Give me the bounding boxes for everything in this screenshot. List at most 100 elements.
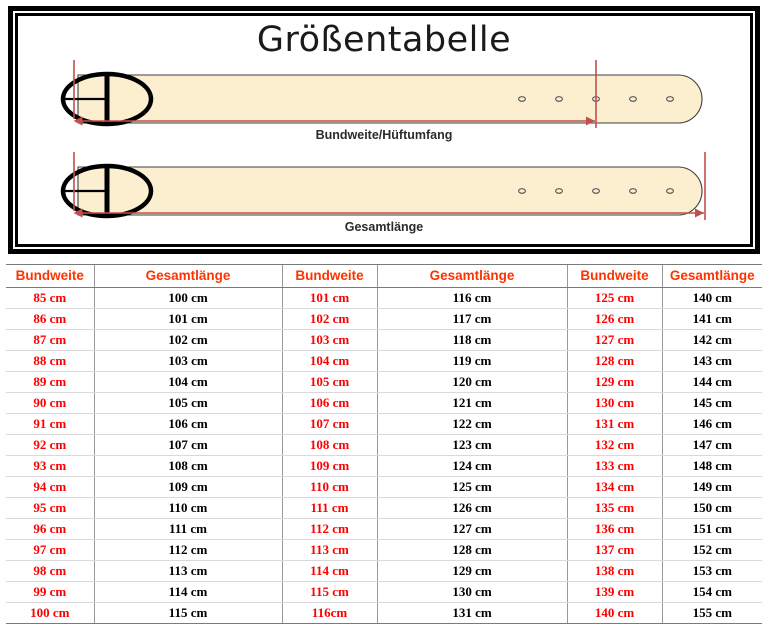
column-header-gesamtlaenge-3: Gesamtlänge [661,264,762,288]
cell-bundweite: 95 cm [6,497,94,519]
table-row: 99 cm 114 cm 115 cm 130 cm 139 cm 154 cm [6,581,762,603]
cell-gesamtlaenge: 148 cm [661,455,762,477]
belt-hole [555,96,563,102]
cell-bundweite: 133 cm [566,455,662,477]
cell-gesamtlaenge: 111 cm [93,518,282,540]
cell-bundweite: 104 cm [281,350,377,372]
cell-gesamtlaenge: 114 cm [93,581,282,603]
cell-gesamtlaenge: 150 cm [661,497,762,519]
table-body: 85 cm 100 cm 101 cm 116 cm 125 cm 140 cm 86 cm… [6,287,762,624]
cell-gesamtlaenge: 149 cm [661,476,762,498]
cell-gesamtlaenge: 155 cm [661,602,762,624]
table-row: 97 cm 112 cm 113 cm 128 cm 137 cm 152 cm [6,539,762,561]
table-row: 100 cm 115 cm 116cm 131 cm 140 cm 155 cm [6,602,762,624]
diagram-frame: Größentabelle [8,6,760,254]
cell-bundweite: 110 cm [281,476,377,498]
cell-gesamtlaenge: 109 cm [93,476,282,498]
table-row: 91 cm 106 cm 107 cm 122 cm 131 cm 146 cm [6,413,762,435]
caption-bundweite-huftumfang: Bundweite/Hüftumfang [315,128,453,142]
cell-bundweite: 90 cm [6,392,94,414]
cell-bundweite: 131 cm [566,413,662,435]
belt-hole [629,96,637,102]
cell-bundweite: 111 cm [281,497,377,519]
cell-gesamtlaenge: 113 cm [93,560,282,582]
cell-bundweite: 129 cm [566,371,662,393]
cell-bundweite: 99 cm [6,581,94,603]
cell-bundweite: 97 cm [6,539,94,561]
cell-gesamtlaenge: 146 cm [661,413,762,435]
cell-gesamtlaenge: 119 cm [376,350,567,372]
cell-gesamtlaenge: 100 cm [93,287,282,309]
cell-bundweite: 115 cm [281,581,377,603]
column-header-gesamtlaenge-1: Gesamtlänge [93,264,282,288]
page-title: Größentabelle [256,20,512,60]
cell-gesamtlaenge: 127 cm [376,518,567,540]
cell-gesamtlaenge: 152 cm [661,539,762,561]
cell-bundweite: 102 cm [281,308,377,330]
cell-bundweite: 134 cm [566,476,662,498]
column-header-bundweite-1: Bundweite [6,264,94,288]
cell-gesamtlaenge: 106 cm [93,413,282,435]
cell-bundweite: 103 cm [281,329,377,351]
cell-bundweite: 138 cm [566,560,662,582]
table-row: 92 cm 107 cm 108 cm 123 cm 132 cm 147 cm [6,434,762,456]
table-row: 87 cm 102 cm 103 cm 118 cm 127 cm 142 cm [6,329,762,351]
cell-gesamtlaenge: 151 cm [661,518,762,540]
cell-gesamtlaenge: 124 cm [376,455,567,477]
cell-gesamtlaenge: 122 cm [376,413,567,435]
cell-gesamtlaenge: 118 cm [376,329,567,351]
column-header-bundweite-3: Bundweite [566,264,662,288]
cell-bundweite: 116cm [281,602,377,624]
cell-gesamtlaenge: 108 cm [93,455,282,477]
column-header-bundweite-2: Bundweite [281,264,377,288]
cell-bundweite: 106 cm [281,392,377,414]
cell-bundweite: 137 cm [566,539,662,561]
table-row: 85 cm 100 cm 101 cm 116 cm 125 cm 140 cm [6,287,762,309]
belt-hole [518,188,526,194]
cell-gesamtlaenge: 120 cm [376,371,567,393]
belt-diagram-svg [60,60,706,220]
cell-gesamtlaenge: 116 cm [376,287,567,309]
cell-bundweite: 91 cm [6,413,94,435]
cell-gesamtlaenge: 121 cm [376,392,567,414]
cell-bundweite: 127 cm [566,329,662,351]
cell-bundweite: 139 cm [566,581,662,603]
cell-bundweite: 101 cm [281,287,377,309]
cell-bundweite: 105 cm [281,371,377,393]
cell-bundweite: 132 cm [566,434,662,456]
cell-bundweite: 94 cm [6,476,94,498]
table-row: 89 cm 104 cm 105 cm 120 cm 129 cm 144 cm [6,371,762,393]
cell-gesamtlaenge: 130 cm [376,581,567,603]
cell-bundweite: 93 cm [6,455,94,477]
table-header-row: Bundweite Gesamtlänge Bundweite Gesamtlä… [6,264,762,288]
cell-bundweite: 92 cm [6,434,94,456]
caption-gesamtlaenge: Gesamtlänge [344,220,424,234]
belt-strap-top [77,74,703,124]
table-row: 86 cm 101 cm 102 cm 117 cm 126 cm 141 cm [6,308,762,330]
cell-bundweite: 109 cm [281,455,377,477]
belt-hole [592,188,600,194]
cell-gesamtlaenge: 128 cm [376,539,567,561]
cell-bundweite: 125 cm [566,287,662,309]
cell-gesamtlaenge: 153 cm [661,560,762,582]
table-row: 94 cm 109 cm 110 cm 125 cm 134 cm 149 cm [6,476,762,498]
cell-gesamtlaenge: 154 cm [661,581,762,603]
cell-bundweite: 130 cm [566,392,662,414]
cell-gesamtlaenge: 140 cm [661,287,762,309]
table-row: 90 cm 105 cm 106 cm 121 cm 130 cm 145 cm [6,392,762,414]
cell-gesamtlaenge: 145 cm [661,392,762,414]
belt-hole [666,188,674,194]
belt-hole [555,188,563,194]
cell-gesamtlaenge: 107 cm [93,434,282,456]
cell-bundweite: 140 cm [566,602,662,624]
size-table-wrap: Bundweite Gesamtlänge Bundweite Gesamtlä… [6,264,762,624]
cell-gesamtlaenge: 105 cm [93,392,282,414]
cell-gesamtlaenge: 129 cm [376,560,567,582]
belt-strap-bottom [77,166,703,216]
cell-bundweite: 88 cm [6,350,94,372]
table-header: Bundweite Gesamtlänge Bundweite Gesamtlä… [6,264,762,288]
cell-bundweite: 112 cm [281,518,377,540]
table-row: 95 cm 110 cm 111 cm 126 cm 135 cm 150 cm [6,497,762,519]
table-row: 88 cm 103 cm 104 cm 119 cm 128 cm 143 cm [6,350,762,372]
cell-gesamtlaenge: 123 cm [376,434,567,456]
